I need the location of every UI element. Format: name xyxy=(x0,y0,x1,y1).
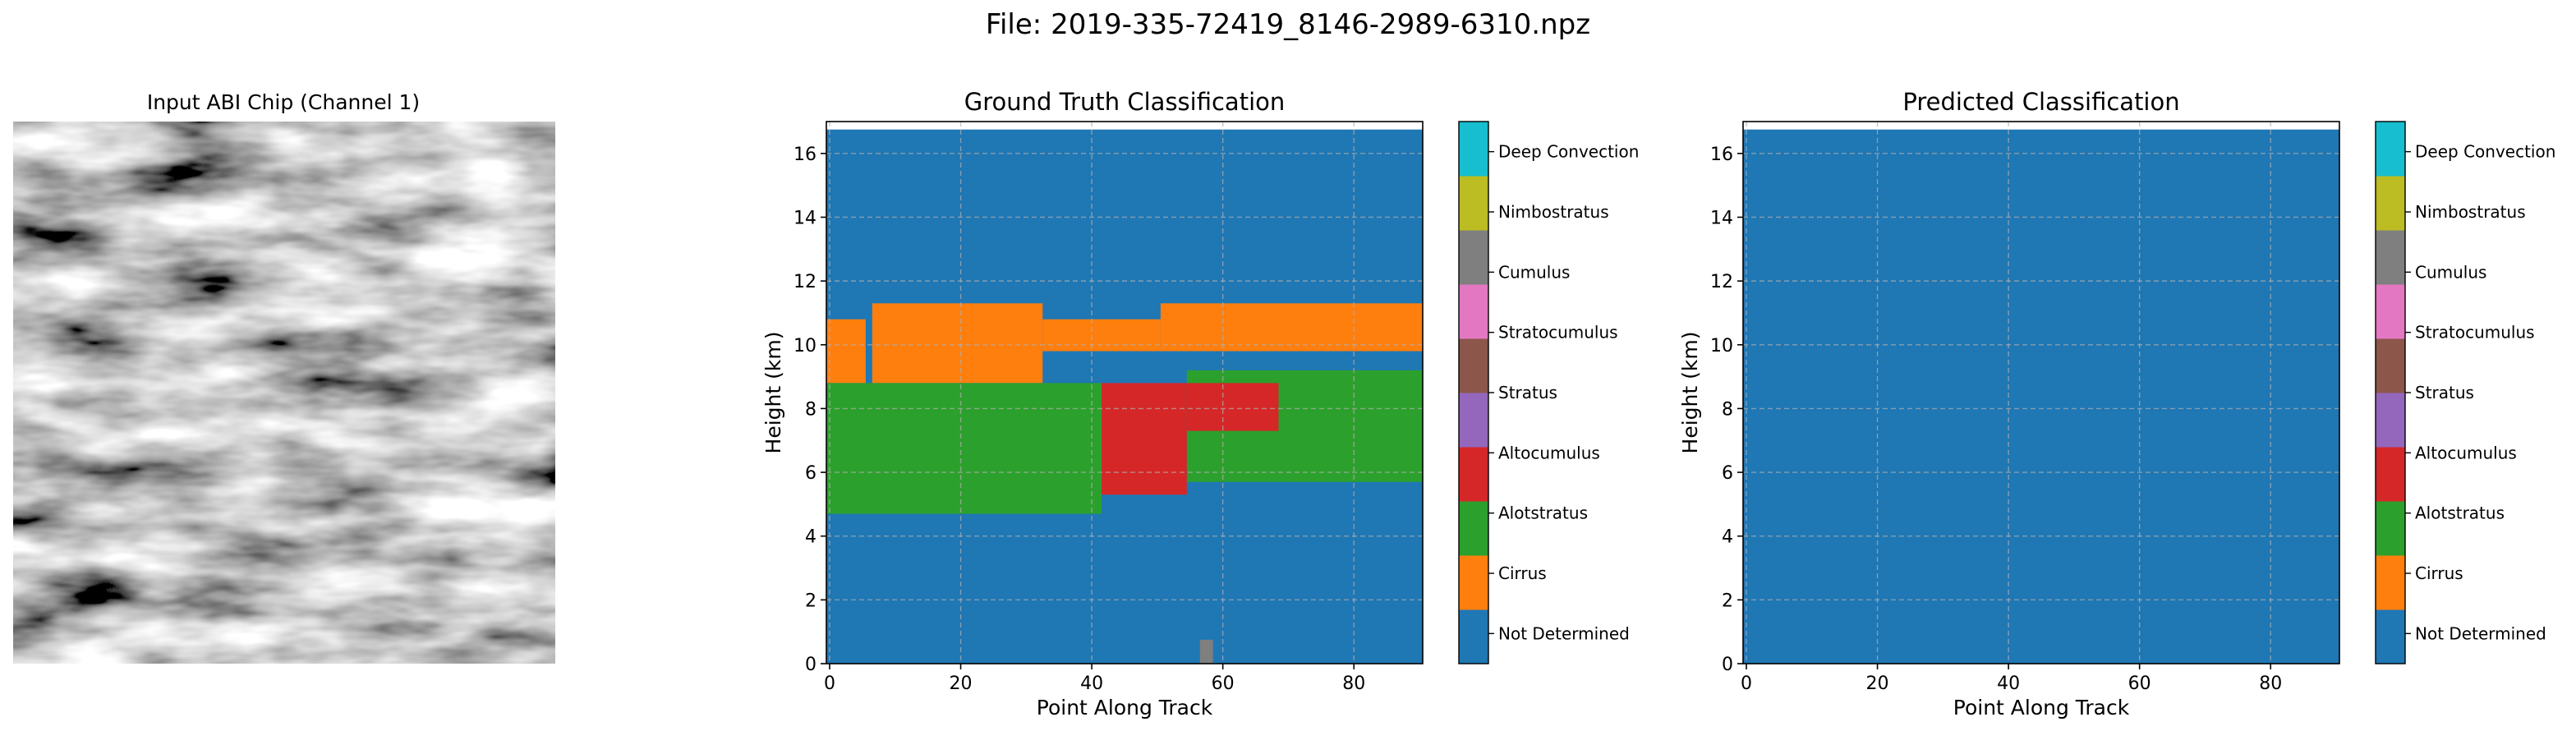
y-tick-label: 16 xyxy=(794,145,816,165)
colorbar-label: Altocumulus xyxy=(2415,443,2517,462)
colorbar-swatch xyxy=(1459,501,1488,556)
colorbar-swatch xyxy=(1459,447,1488,502)
y-tick-label: 12 xyxy=(1710,272,1733,292)
colorbar-swatch xyxy=(1459,122,1488,177)
panel-title: Predicted Classification xyxy=(1902,88,2179,116)
x-tick-label: 80 xyxy=(1342,674,1365,694)
colorbar-swatch xyxy=(1459,176,1488,231)
colorbar-label: Stratus xyxy=(1498,383,1557,402)
colorbar-label: Cirrus xyxy=(1498,563,1547,583)
colorbar-label: Alotstratus xyxy=(1498,503,1588,523)
class-region-nimbostratus xyxy=(1199,639,1213,664)
colorbar-swatch xyxy=(1459,555,1488,610)
colorbar-label: Nimbostratus xyxy=(2415,202,2526,222)
colorbar-swatch xyxy=(2376,447,2405,502)
x-tick-label: 40 xyxy=(1997,674,2020,694)
colorbar-swatch xyxy=(2376,122,2405,177)
y-tick-label: 8 xyxy=(1722,399,1733,420)
y-tick-label: 10 xyxy=(794,336,816,356)
y-tick-label: 4 xyxy=(1722,527,1733,548)
colorbar-label: Not Determined xyxy=(1498,623,1630,643)
class-region-alotstratus xyxy=(826,383,1102,514)
y-axis-label: Height (km) xyxy=(1678,332,1702,454)
colorbar-swatch xyxy=(1459,230,1488,285)
axes-frame xyxy=(1742,121,2340,664)
input-chip-title: Input ABI Chip (Channel 1) xyxy=(147,90,420,114)
colorbar-label: Stratocumulus xyxy=(2415,323,2535,343)
colorbar-swatch xyxy=(1459,338,1488,393)
y-tick-label: 0 xyxy=(1722,655,1733,675)
y-tick-label: 10 xyxy=(1710,336,1733,356)
ground-truth-panel: Ground Truth Classification 0 20 40 60 80 0 2 4 6… xyxy=(761,88,1639,720)
colorbar-label: Deep Convection xyxy=(2415,142,2555,162)
colorbar-swatch xyxy=(2376,501,2405,556)
class-region-altocumulus xyxy=(1186,383,1279,431)
x-axis-label: Point Along Track xyxy=(1037,696,1213,720)
y-tick-label: 6 xyxy=(805,463,816,484)
x-tick-label: 80 xyxy=(2259,674,2282,694)
axes-frame xyxy=(826,121,1424,664)
colorbar-label: Cirrus xyxy=(2415,563,2463,583)
colorbar-swatch xyxy=(2376,393,2405,448)
x-tick-label: 60 xyxy=(2128,674,2151,694)
colorbar-swatch xyxy=(2376,284,2405,339)
x-tick-label: 60 xyxy=(1212,674,1235,694)
y-tick-label: 4 xyxy=(805,527,816,548)
colorbar-label: Altocumulus xyxy=(1498,443,1600,462)
colorbar-label: Not Determined xyxy=(2415,623,2546,643)
input-chip-panel: Input ABI Chip (Channel 1) xyxy=(13,90,555,664)
class-region-cirrus xyxy=(1160,303,1423,352)
colorbar-label: Stratocumulus xyxy=(1498,323,1618,343)
class-region-altocumulus xyxy=(1102,383,1187,495)
colorbar-label: Deep Convection xyxy=(1498,142,1639,162)
y-tick-label: 12 xyxy=(794,272,816,292)
x-tick-label: 40 xyxy=(1080,674,1103,694)
y-tick-label: 0 xyxy=(805,655,816,675)
y-tick-label: 2 xyxy=(1722,591,1733,611)
class-region-not-determined xyxy=(1743,129,2339,664)
y-tick-label: 14 xyxy=(1710,208,1733,228)
colorbar-label: Cumulus xyxy=(1498,262,1570,282)
predicted-panel: Predicted Classification 0 20 40 60 80 0 2 4 6 8 10… xyxy=(1678,88,2555,720)
x-axis-label: Point Along Track xyxy=(1953,696,2130,720)
figure-title: File: 2019-335-72419_8146-2989-6310.npz xyxy=(985,8,1591,41)
colorbar-label: Stratus xyxy=(2415,383,2474,402)
colorbar-swatch xyxy=(2376,230,2405,285)
colorbar-swatch xyxy=(1459,393,1488,448)
x-tick-label: 20 xyxy=(950,674,973,694)
satellite-chip-image xyxy=(13,122,555,664)
colorbar-swatch xyxy=(2376,176,2405,231)
panel-title: Ground Truth Classification xyxy=(964,88,1286,116)
y-tick-label: 16 xyxy=(1710,145,1733,165)
class-region-cirrus xyxy=(826,319,866,384)
y-axis-label: Height (km) xyxy=(761,332,785,454)
x-tick-label: 0 xyxy=(1741,674,1752,694)
x-tick-label: 0 xyxy=(824,674,835,694)
y-tick-label: 2 xyxy=(805,591,816,611)
colorbar-swatch xyxy=(2376,338,2405,393)
colorbar-label: Alotstratus xyxy=(2415,503,2505,523)
colorbar-swatch xyxy=(2376,609,2405,664)
colorbar-swatch xyxy=(1459,284,1488,339)
y-tick-label: 14 xyxy=(794,208,816,228)
y-tick-label: 8 xyxy=(805,399,816,420)
colorbar-label: Nimbostratus xyxy=(1498,202,1609,222)
class-region-cirrus xyxy=(1042,319,1161,352)
x-tick-label: 20 xyxy=(1866,674,1889,694)
colorbar-swatch xyxy=(2376,555,2405,610)
colorbar-label: Cumulus xyxy=(2415,262,2486,282)
colorbar-swatch xyxy=(1459,609,1488,664)
class-region-cirrus xyxy=(872,303,1043,384)
y-tick-label: 6 xyxy=(1722,463,1733,484)
